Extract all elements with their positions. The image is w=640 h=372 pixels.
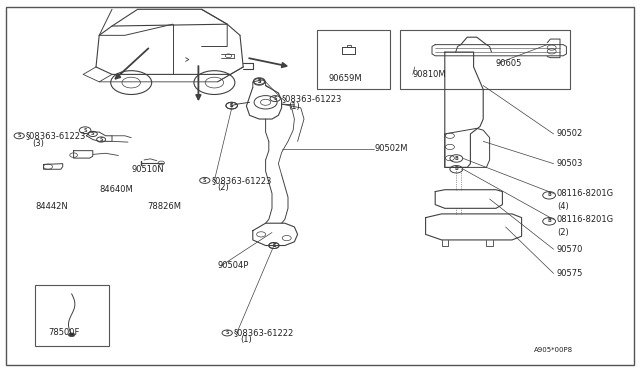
Text: 90504P: 90504P — [218, 262, 249, 270]
Text: S: S — [17, 133, 21, 138]
Text: 78826M: 78826M — [147, 202, 181, 211]
Text: S: S — [91, 131, 95, 137]
Text: S: S — [257, 79, 261, 84]
Text: 08116-8201G: 08116-8201G — [557, 189, 614, 198]
Text: 90510N: 90510N — [131, 165, 164, 174]
Text: B: B — [547, 218, 551, 224]
Text: S: S — [83, 128, 87, 133]
Text: A905*00P8: A905*00P8 — [534, 347, 573, 353]
Text: S: S — [225, 330, 229, 336]
Text: §08363-61223: §08363-61223 — [282, 94, 342, 103]
Text: S: S — [230, 103, 234, 108]
Text: §08363-61222: §08363-61222 — [234, 328, 294, 337]
Text: (4): (4) — [557, 202, 568, 211]
Text: (1): (1) — [288, 102, 300, 110]
Text: S: S — [230, 103, 234, 108]
Text: S: S — [272, 243, 276, 248]
Text: S: S — [272, 243, 276, 248]
Text: B: B — [454, 166, 458, 171]
Text: (3): (3) — [32, 139, 44, 148]
Text: 90570: 90570 — [557, 245, 583, 254]
Text: 78500F: 78500F — [48, 328, 79, 337]
Text: 90810M: 90810M — [413, 70, 447, 79]
Text: §08363-61223: §08363-61223 — [211, 176, 271, 185]
Text: 90605: 90605 — [496, 59, 522, 68]
Text: S: S — [99, 137, 103, 142]
Text: §08363-61223: §08363-61223 — [26, 131, 86, 140]
Text: B: B — [454, 155, 458, 161]
Bar — [317, 30, 390, 89]
Text: 90659M: 90659M — [329, 74, 362, 83]
Text: (2): (2) — [557, 228, 568, 237]
Text: 08116-8201G: 08116-8201G — [557, 215, 614, 224]
Text: S: S — [257, 78, 261, 84]
Text: 90502: 90502 — [557, 129, 583, 138]
Text: (2): (2) — [218, 183, 229, 192]
Bar — [400, 30, 570, 89]
Text: S: S — [203, 178, 207, 183]
Text: S: S — [273, 96, 277, 101]
Text: 90503: 90503 — [557, 159, 583, 168]
Text: 84640M: 84640M — [99, 185, 133, 194]
Text: (1): (1) — [240, 335, 252, 344]
Circle shape — [68, 333, 75, 337]
Text: 84442N: 84442N — [35, 202, 68, 211]
Bar — [35, 285, 109, 346]
Text: 90575: 90575 — [557, 269, 583, 278]
Text: 90502M: 90502M — [374, 144, 408, 153]
Text: B: B — [547, 192, 551, 198]
